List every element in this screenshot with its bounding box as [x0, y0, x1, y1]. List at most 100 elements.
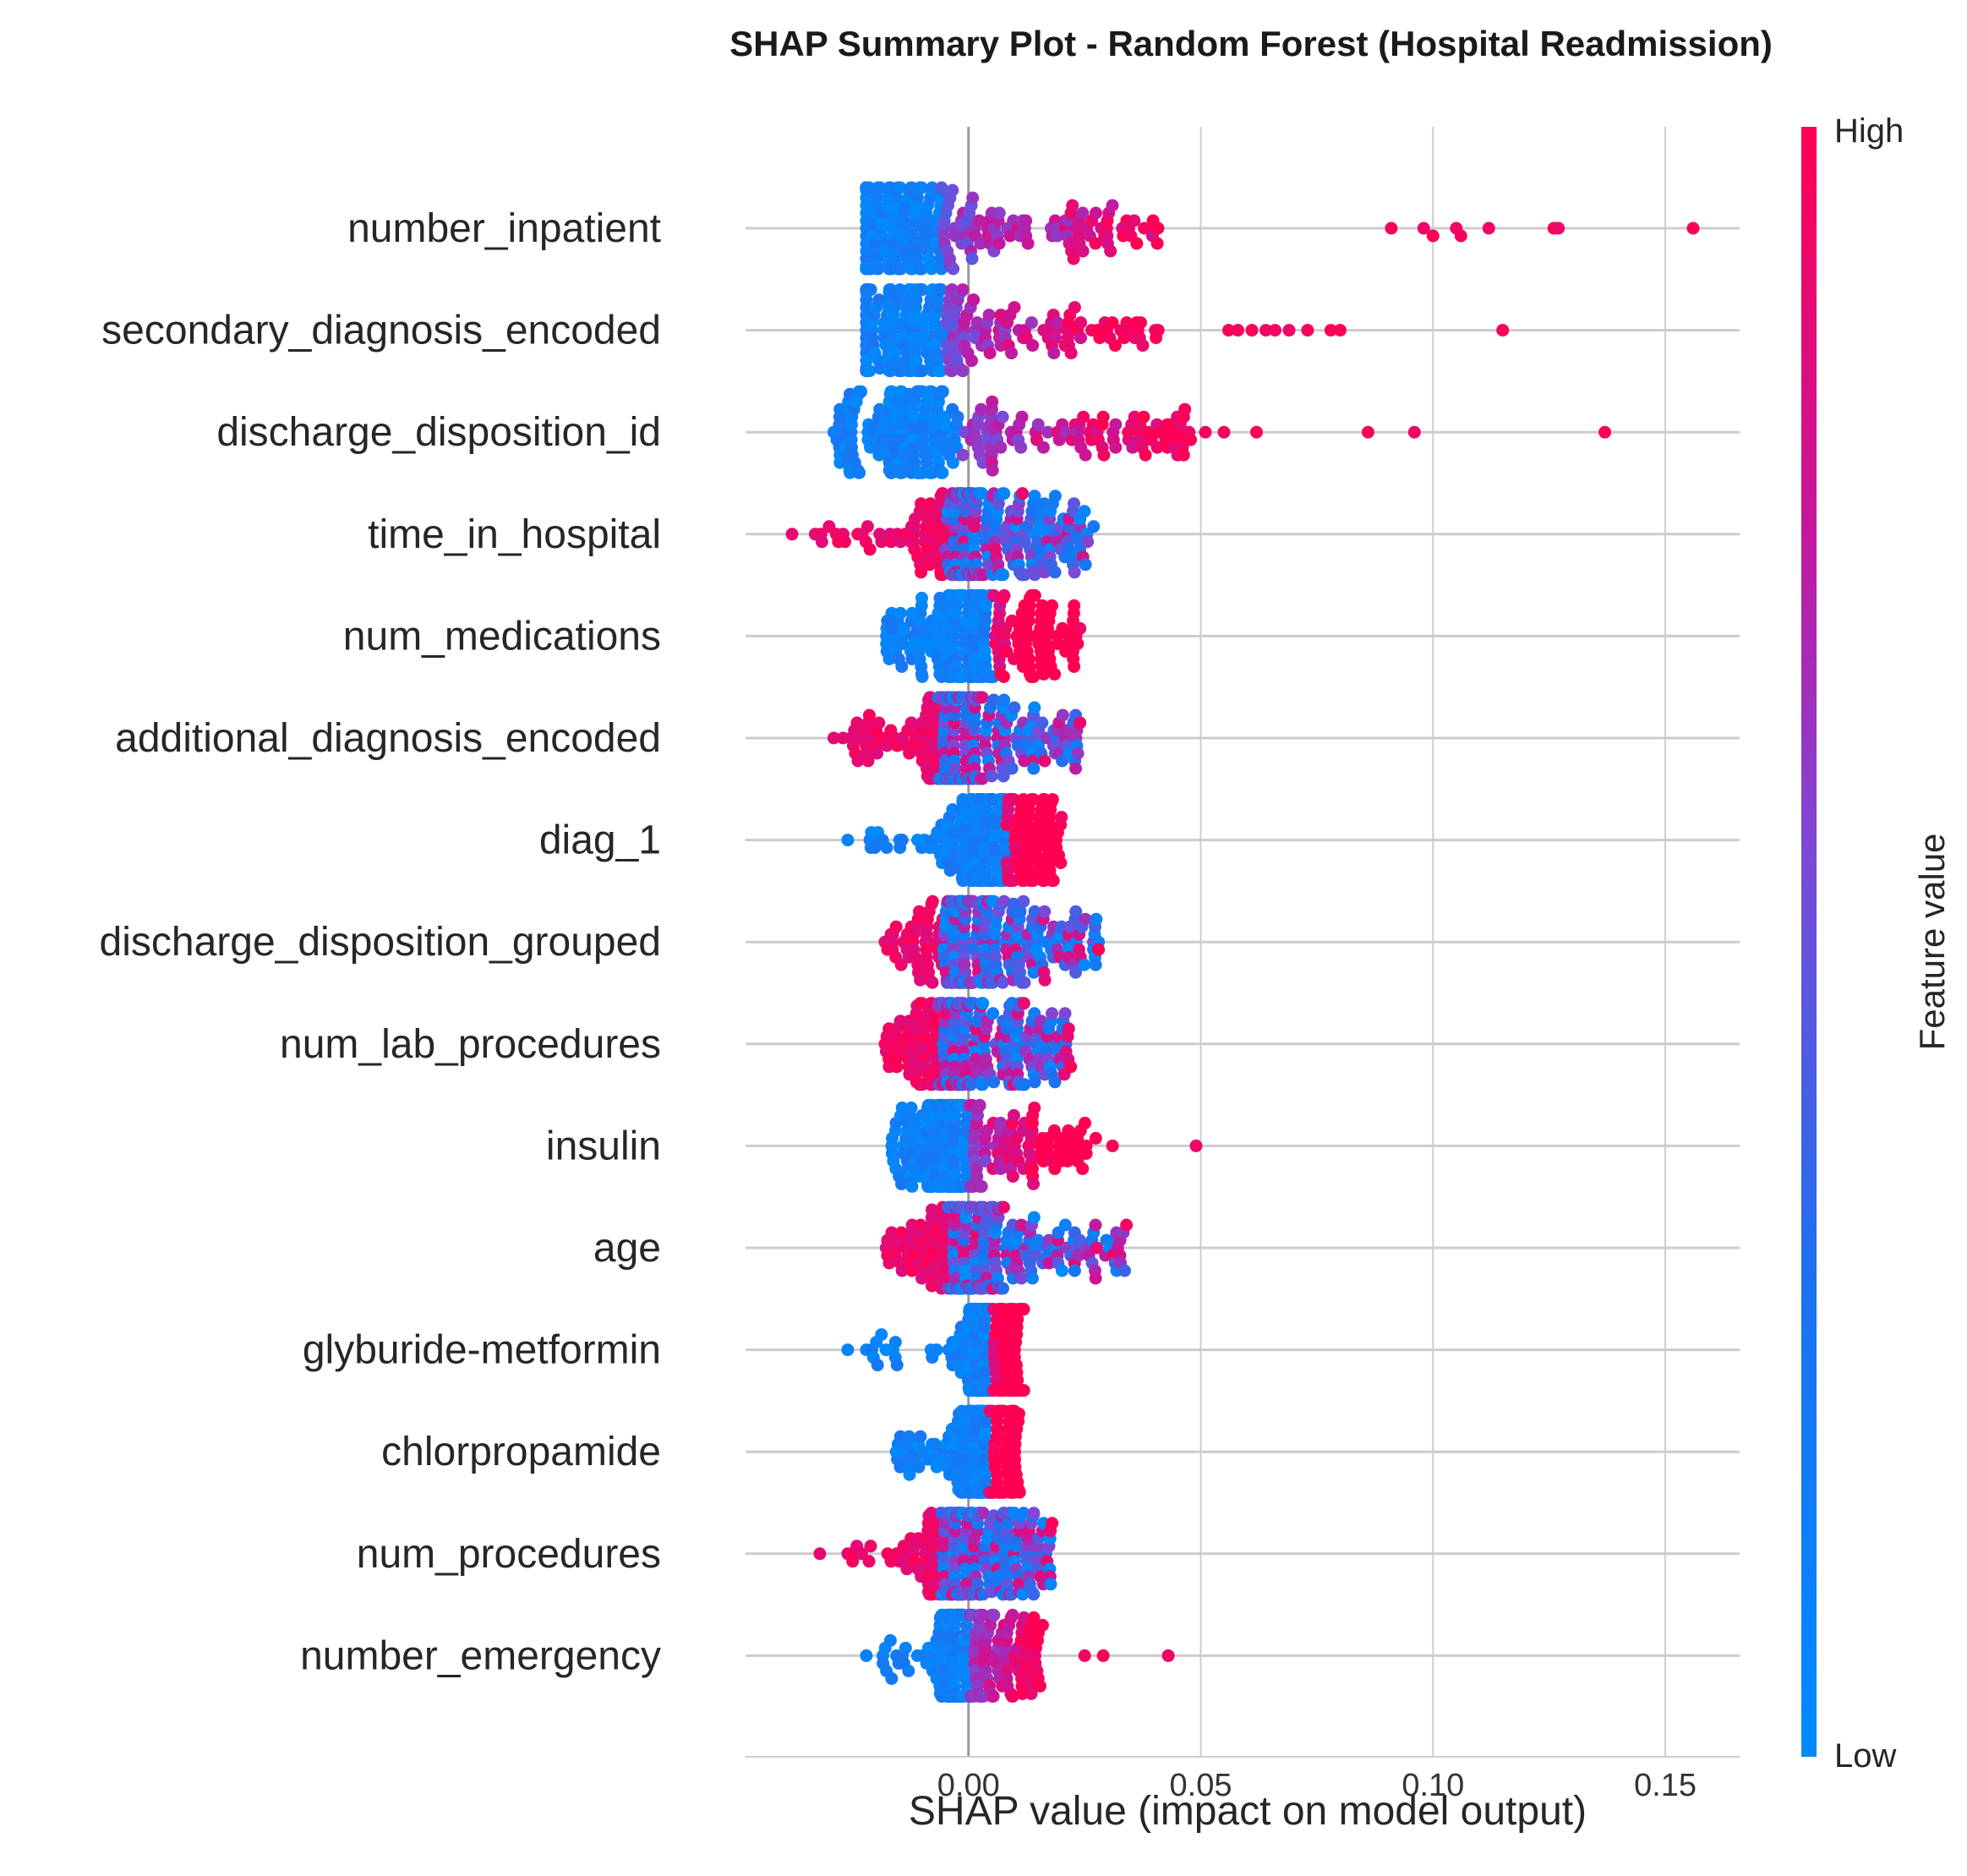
- shap-point: [1019, 214, 1033, 227]
- shap-point: [1282, 324, 1296, 337]
- shap-point: [1150, 237, 1164, 250]
- shap-point: [860, 1649, 873, 1662]
- shap-point: [956, 448, 970, 462]
- shap-point: [1128, 214, 1141, 227]
- shap-point: [1072, 1249, 1085, 1262]
- shap-point: [1136, 339, 1150, 353]
- shap-point: [1089, 237, 1102, 250]
- shap-point: [1015, 410, 1029, 424]
- shap-point: [863, 364, 877, 378]
- shap-point: [1046, 874, 1060, 888]
- colorbar-low-label: Low: [1834, 1737, 1896, 1775]
- shap-point: [986, 395, 999, 408]
- shap-point: [864, 1540, 877, 1553]
- shap-point: [880, 841, 893, 855]
- shap-point: [1028, 1101, 1041, 1114]
- shap-point: [1058, 1218, 1072, 1232]
- shap-point: [975, 402, 988, 416]
- shap-point: [1407, 425, 1421, 439]
- shap-point: [914, 973, 927, 987]
- shap-point: [976, 1507, 990, 1520]
- shap-point: [996, 410, 1009, 424]
- shap-point: [1079, 1146, 1093, 1160]
- shap-point: [1076, 1162, 1090, 1175]
- shap-point: [1222, 324, 1235, 337]
- shap-point: [862, 1555, 876, 1568]
- feature-labels: number_inpatient secondary_diagnosis_enco…: [100, 206, 661, 1678]
- shap-point: [1027, 1177, 1040, 1190]
- colorbar-high-label: High: [1834, 112, 1904, 150]
- shap-point: [1017, 1303, 1030, 1316]
- shap-point: [994, 440, 1008, 454]
- shap-point: [997, 487, 1011, 500]
- shap-point: [1064, 347, 1078, 360]
- shap-point: [1017, 997, 1030, 1010]
- shap-point: [1096, 1649, 1110, 1662]
- shap-point: [1041, 425, 1055, 439]
- shap-point: [1068, 1264, 1081, 1277]
- shap-point: [813, 1547, 827, 1561]
- shap-point: [983, 347, 997, 360]
- shap-point: [1012, 1407, 1025, 1420]
- shap-point: [997, 670, 1010, 683]
- shap-point: [899, 1641, 912, 1654]
- shap-point: [1005, 347, 1018, 360]
- shap-point: [913, 905, 926, 918]
- shap-point: [1007, 1108, 1020, 1122]
- feature-label: diag_1: [539, 818, 661, 863]
- points-layer: [785, 181, 1700, 1703]
- shap-point: [1027, 762, 1041, 775]
- shap-point: [864, 283, 877, 297]
- shap-point: [967, 293, 981, 307]
- shap-point: [915, 283, 929, 297]
- feature-label: num_lab_procedures: [280, 1022, 661, 1067]
- shap-point: [1014, 1272, 1028, 1285]
- shap-point: [1028, 1075, 1041, 1089]
- shap-point: [946, 456, 959, 469]
- shap-point: [851, 754, 865, 768]
- shap-point: [1130, 237, 1144, 250]
- shap-point: [1106, 1139, 1119, 1152]
- shap-point: [951, 410, 964, 424]
- shap-point: [1047, 347, 1061, 360]
- shap-point: [1035, 599, 1049, 612]
- shap-point: [943, 864, 957, 878]
- shap-point: [925, 262, 938, 276]
- shap-point: [1054, 856, 1068, 870]
- shap-point: [1139, 448, 1152, 462]
- shap-point: [925, 1279, 938, 1293]
- shap-point: [1038, 973, 1052, 987]
- shap-point: [1008, 301, 1021, 314]
- shap-point: [1068, 599, 1081, 612]
- shap-point: [1021, 237, 1035, 250]
- shap-point: [994, 1162, 1008, 1175]
- shap-point: [895, 834, 909, 847]
- shap-point: [1046, 599, 1058, 612]
- shap-point: [912, 1460, 926, 1474]
- shap-point: [1017, 1384, 1030, 1397]
- shap-point: [1134, 316, 1147, 330]
- shap-point: [1024, 316, 1038, 330]
- shap-point: [987, 693, 1000, 707]
- feature-label: time_in_hospital: [368, 512, 661, 557]
- shap-point: [1598, 425, 1612, 439]
- shap-point: [893, 1015, 907, 1028]
- shap-point: [1027, 1588, 1041, 1601]
- shap-point: [1069, 762, 1082, 775]
- shap-point: [815, 535, 828, 549]
- shap-point: [956, 283, 970, 297]
- colorbar: High Low Feature value: [1801, 112, 1952, 1775]
- feature-label: glyburide-metformin: [303, 1328, 661, 1373]
- shap-point: [1184, 433, 1197, 446]
- shap-point: [997, 1282, 1009, 1295]
- shap-point: [1081, 535, 1095, 549]
- shap-point: [996, 976, 1009, 989]
- shap-point: [936, 466, 949, 479]
- shap-point: [936, 385, 949, 398]
- shap-point: [1051, 637, 1064, 650]
- shap-point: [1087, 520, 1101, 533]
- x-tick-label: 0.00: [937, 1768, 1000, 1803]
- shap-point: [1005, 614, 1019, 627]
- shap-point: [862, 708, 876, 722]
